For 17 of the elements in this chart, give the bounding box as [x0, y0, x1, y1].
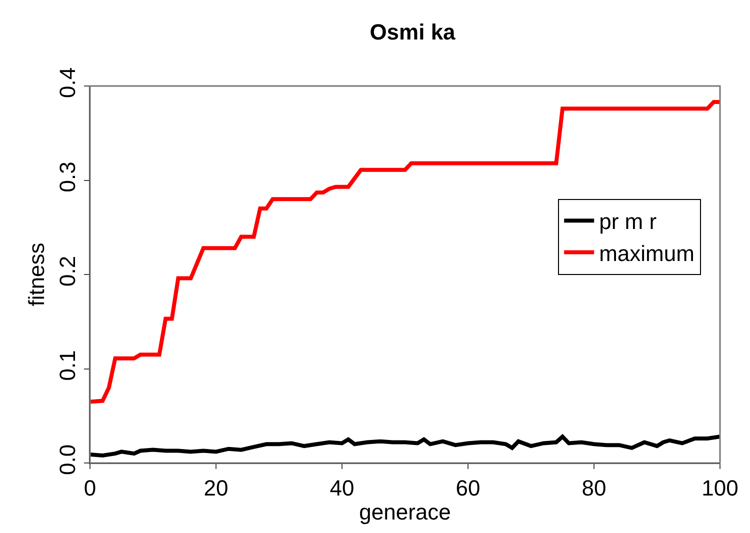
y-tick-label: 0.2	[55, 256, 80, 286]
chart-title: Osmi ka	[370, 19, 456, 44]
x-tick-label: 40	[330, 475, 354, 500]
legend-label: maximum	[599, 240, 694, 266]
y-tick-label: 0.4	[55, 67, 80, 98]
line-series	[90, 100, 720, 404]
x-tick-label: 0	[84, 475, 96, 500]
x-tick-label: 60	[456, 475, 480, 500]
y-tick-label: 0.0	[55, 444, 80, 475]
legend-label: pr m r	[599, 209, 657, 234]
x-tick-label: 20	[204, 475, 228, 500]
x-axis-title: generace	[359, 499, 451, 524]
y-axis-title: fitness	[24, 242, 49, 306]
x-tick-label: 100	[702, 475, 738, 500]
y-tick-label: 0.1	[55, 350, 80, 381]
x-tick-label: 80	[582, 475, 606, 500]
y-tick-label: 0.3	[55, 162, 80, 192]
